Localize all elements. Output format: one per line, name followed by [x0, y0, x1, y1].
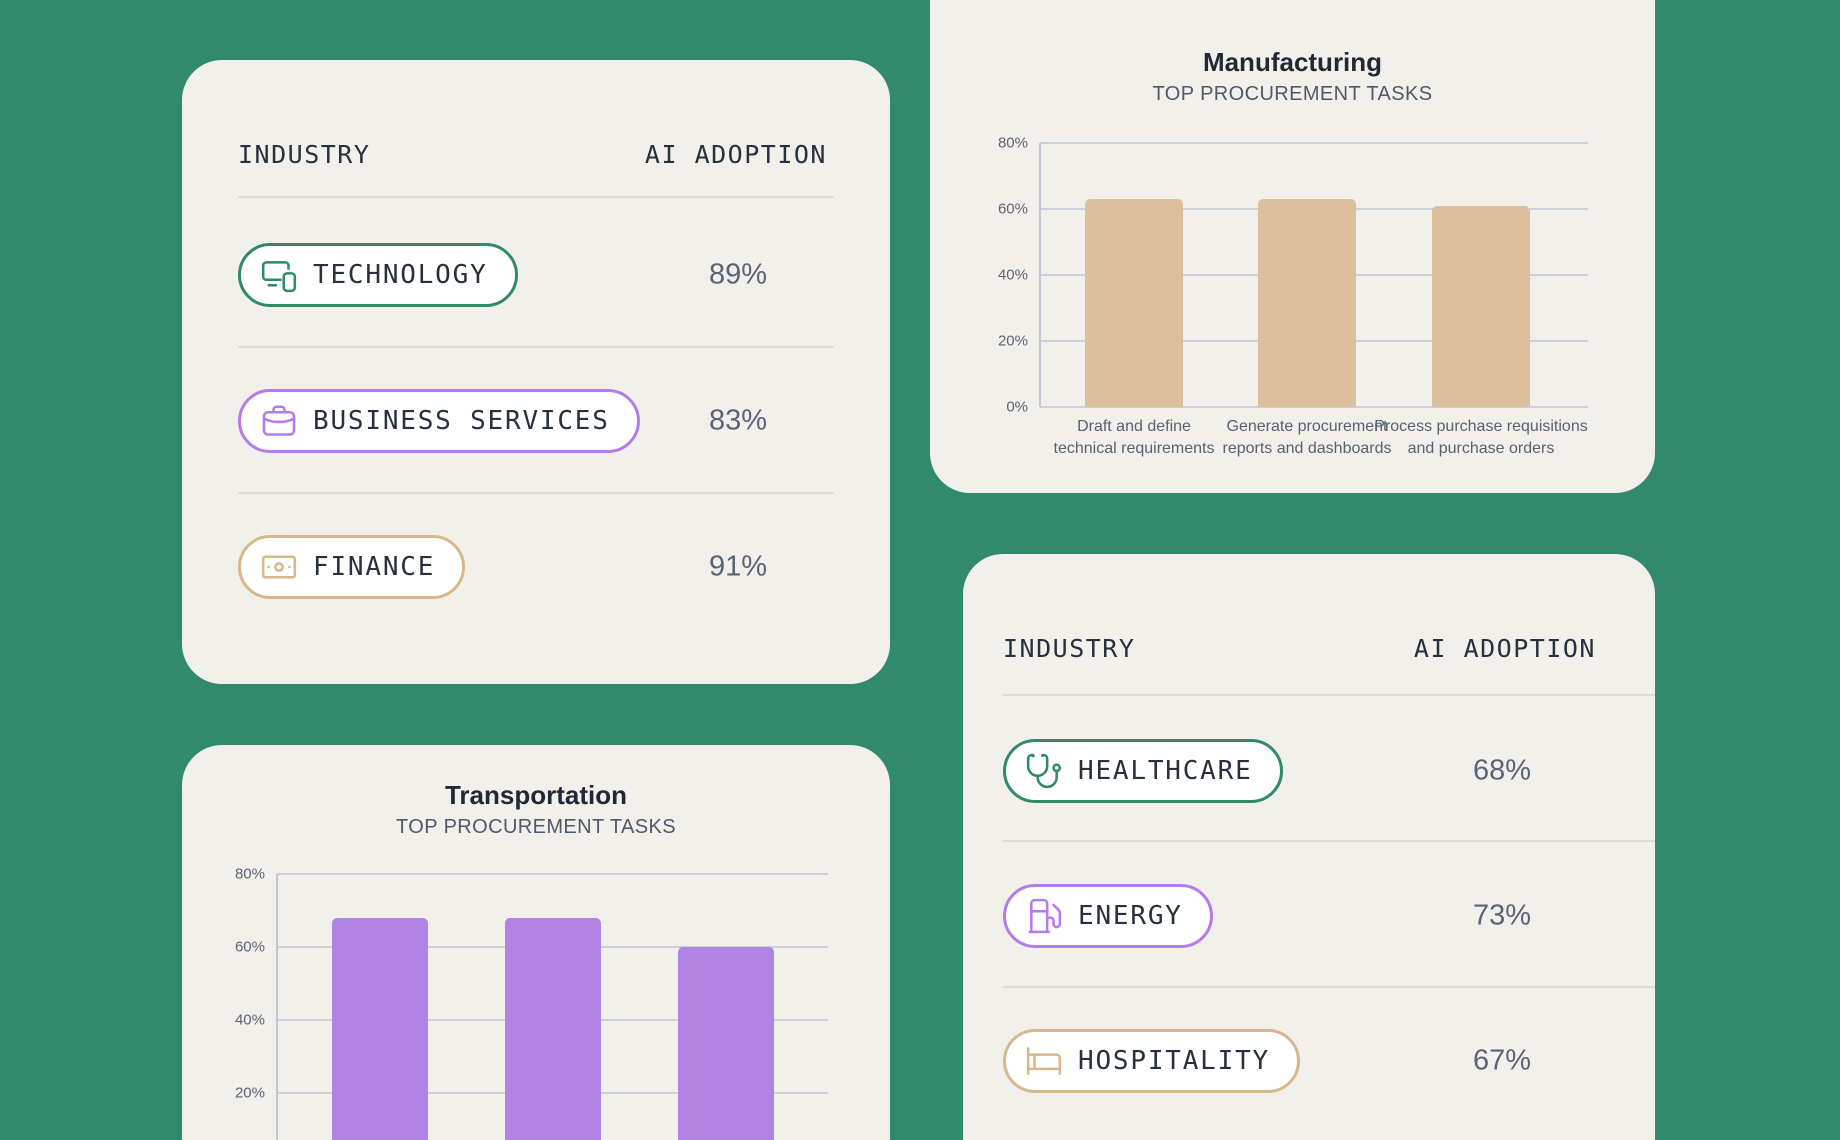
industry-badge-healthcare: HEALTHCARE	[1003, 739, 1283, 803]
y-axis-tick-label: 0%	[1006, 398, 1028, 416]
transportation-chart-card: Transportation TOP PROCUREMENT TASKS 0%2…	[182, 745, 890, 1140]
bed-icon	[1026, 1047, 1062, 1075]
industry-badge-hospitality: HOSPITALITY	[1003, 1029, 1300, 1093]
y-axis-tick-label: 60%	[997, 200, 1028, 218]
chart-bar	[678, 947, 774, 1140]
adoption-value: 68%	[1472, 754, 1532, 787]
chart-title: Manufacturing	[1202, 47, 1383, 77]
x-axis-label: Process purchase requisitions and purchas…	[1374, 418, 1588, 457]
column-header-ai-adoption: AI ADOPTION	[1413, 634, 1596, 663]
y-axis-tick-label: 40%	[234, 1011, 265, 1029]
divider	[238, 492, 834, 494]
divider	[238, 196, 834, 198]
industry-badge-label: BUSINESS SERVICES	[313, 406, 610, 436]
industry-badge-label: HEALTHCARE	[1078, 756, 1253, 786]
y-axis-tick-label: 60%	[234, 938, 265, 956]
y-axis-tick-label: 80%	[234, 865, 265, 883]
column-header-industry: INDUSTRY	[238, 140, 371, 169]
y-axis-line	[1039, 143, 1041, 407]
briefcase-icon	[262, 405, 296, 436]
chart-bar	[1432, 205, 1530, 407]
column-header-ai-adoption: AI ADOPTION	[644, 140, 827, 169]
industry-badge-technology: TECHNOLOGY	[238, 243, 518, 307]
industry-badge-label: HOSPITALITY	[1078, 1046, 1270, 1076]
industry-badge-label: FINANCE	[313, 552, 436, 582]
chart-subtitle: TOP PROCUREMENT TASKS	[1152, 83, 1433, 105]
x-axis-label: Generate procurement reports and dashboar…	[1222, 418, 1392, 457]
adoption-value: 83%	[708, 404, 768, 437]
y-axis-tick-label: 80%	[997, 134, 1028, 152]
industry-adoption-card-2: INDUSTRY AI ADOPTION HEALTHCARE 68% ENER…	[963, 554, 1655, 1140]
stethoscope-icon	[1026, 753, 1062, 789]
industry-badge-energy: ENERGY	[1003, 884, 1213, 948]
chart-bar	[1085, 199, 1183, 407]
industry-badge-label: TECHNOLOGY	[313, 260, 488, 290]
y-axis-line	[276, 874, 278, 1140]
divider	[1003, 986, 1655, 988]
y-axis-tick-label: 40%	[997, 266, 1028, 284]
adoption-value: 67%	[1472, 1044, 1532, 1077]
divider	[1003, 840, 1655, 842]
x-axis-label: Draft and define technical requirements	[1053, 418, 1215, 457]
chart-bar	[332, 917, 428, 1140]
industry-badge-business-services: BUSINESS SERVICES	[238, 389, 640, 453]
column-header-industry: INDUSTRY	[1003, 634, 1136, 663]
y-axis-tick-label: 20%	[997, 332, 1028, 350]
fuel-pump-icon	[1028, 898, 1062, 934]
chart-gridline	[1040, 142, 1588, 144]
chart-bar	[505, 917, 601, 1140]
divider	[1003, 694, 1655, 696]
industry-adoption-card-1: INDUSTRY AI ADOPTION TECHNOLOGY 89% BUSI…	[182, 60, 890, 684]
industry-badge-label: ENERGY	[1078, 901, 1183, 931]
adoption-value: 73%	[1472, 899, 1532, 932]
y-axis-tick-label: 20%	[234, 1084, 265, 1102]
chart-gridline	[1040, 406, 1588, 408]
monitor-smartphone-icon	[261, 261, 297, 293]
chart-subtitle: TOP PROCUREMENT TASKS	[396, 816, 676, 838]
adoption-value: 89%	[708, 258, 768, 291]
divider	[238, 346, 834, 348]
manufacturing-chart-card: Manufacturing TOP PROCUREMENT TASKS 0% 20…	[930, 0, 1655, 493]
chart-gridline	[277, 873, 828, 875]
chart-bar	[1258, 199, 1356, 407]
banknote-icon	[261, 555, 297, 579]
chart-title: Transportation	[444, 780, 627, 810]
adoption-value: 91%	[708, 550, 768, 583]
industry-badge-finance: FINANCE	[238, 535, 466, 599]
